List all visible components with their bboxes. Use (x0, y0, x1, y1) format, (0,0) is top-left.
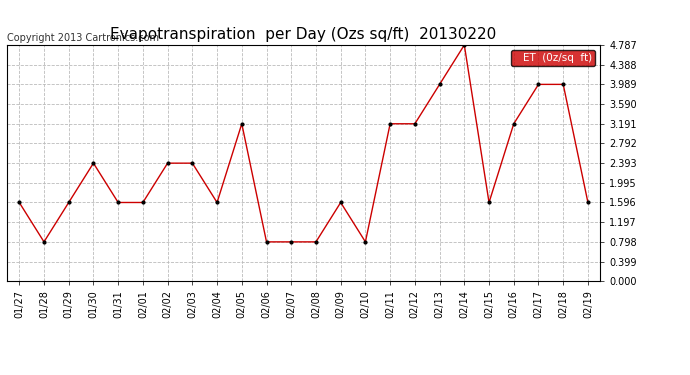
Legend: ET  (0z/sq  ft): ET (0z/sq ft) (511, 50, 595, 66)
Text: Copyright 2013 Cartronics.com: Copyright 2013 Cartronics.com (7, 33, 159, 43)
Title: Evapotranspiration  per Day (Ozs sq/ft)  20130220: Evapotranspiration per Day (Ozs sq/ft) 2… (110, 27, 497, 42)
